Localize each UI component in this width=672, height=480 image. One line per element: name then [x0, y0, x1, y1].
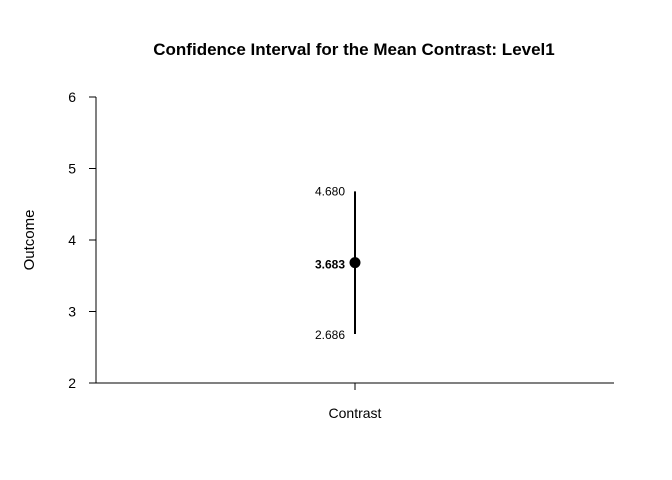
y-axis-label: Outcome	[21, 210, 38, 271]
upper-bound-label: 4.680	[315, 184, 345, 198]
lower-bound-label: 2.686	[315, 328, 345, 342]
chart-title: Confidence Interval for the Mean Contras…	[153, 40, 554, 59]
y-tick-label: 3	[68, 304, 76, 320]
y-tick-label: 4	[68, 232, 76, 248]
mean-label: 3.683	[315, 258, 345, 272]
y-tick-label: 2	[68, 375, 76, 391]
y-tick-label: 6	[68, 89, 76, 105]
x-tick-label: Contrast	[329, 405, 382, 421]
confidence-intervals: 4.680 3.683 2.686	[315, 184, 361, 342]
x-axis-ticks: Contrast	[329, 383, 382, 421]
mean-point	[349, 257, 361, 269]
y-axis-ticks: 2 3 4 5 6	[68, 89, 96, 391]
y-tick-label: 5	[68, 161, 76, 177]
